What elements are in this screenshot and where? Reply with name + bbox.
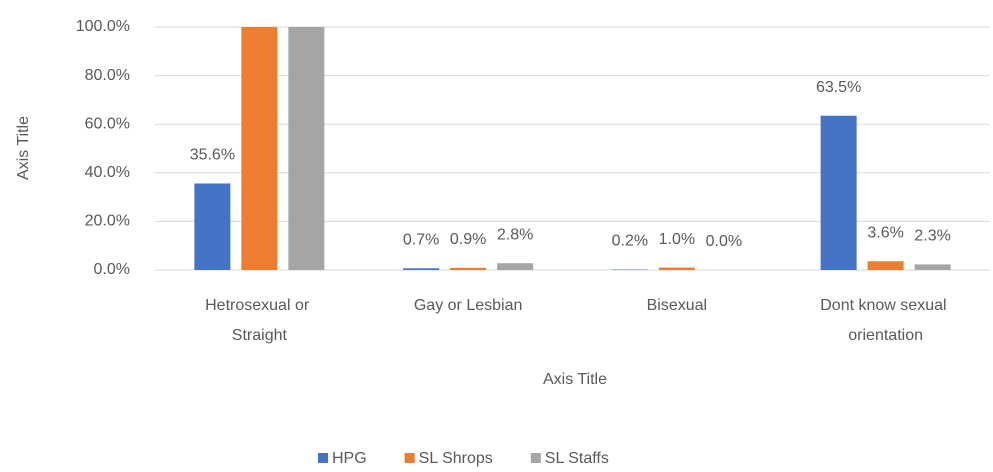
legend-label: SL Staffs bbox=[545, 450, 609, 467]
bar bbox=[288, 27, 325, 270]
y-tick-label: 80.0% bbox=[85, 67, 130, 84]
x-tick-label: Dont know sexual orientation bbox=[820, 297, 951, 344]
bar bbox=[658, 267, 695, 270]
data-label: 0.0% bbox=[706, 233, 742, 250]
x-axis-title: Axis Title bbox=[543, 371, 607, 388]
data-label: 63.5% bbox=[816, 79, 861, 96]
bar bbox=[914, 264, 951, 270]
legend-swatch bbox=[404, 453, 415, 463]
bar bbox=[241, 27, 278, 270]
y-tick-label: 20.0% bbox=[85, 213, 130, 230]
data-label: 35.6% bbox=[190, 147, 235, 164]
y-tick-label: 40.0% bbox=[85, 164, 130, 181]
data-label: 0.2% bbox=[612, 233, 648, 250]
data-label: 1.0% bbox=[659, 231, 695, 248]
data-label: 2.3% bbox=[914, 228, 950, 245]
legend-label: SL Shrops bbox=[419, 450, 493, 467]
bar bbox=[867, 261, 904, 270]
y-axis-title: Axis Title bbox=[15, 116, 32, 180]
bar bbox=[450, 267, 487, 270]
data-label: 0.7% bbox=[403, 232, 439, 249]
x-tick-label: Gay or Lesbian bbox=[414, 297, 523, 314]
data-label: 2.8% bbox=[497, 226, 533, 243]
data-label: 0.9% bbox=[450, 231, 486, 248]
x-tick-label: Bisexual bbox=[647, 297, 707, 314]
bar bbox=[194, 183, 231, 270]
bar bbox=[497, 263, 534, 270]
y-tick-label: 0.0% bbox=[94, 261, 130, 278]
y-tick-label: 100.0% bbox=[76, 18, 130, 35]
legend-label: HPG bbox=[332, 450, 367, 467]
x-tick-label: Hetrosexual or Straight bbox=[205, 297, 314, 344]
data-label: 3.6% bbox=[867, 224, 903, 241]
y-tick-label: 60.0% bbox=[85, 115, 130, 132]
legend-swatch bbox=[318, 453, 328, 463]
bar bbox=[820, 115, 857, 270]
bar bbox=[403, 268, 440, 270]
legend-swatch bbox=[530, 453, 541, 463]
